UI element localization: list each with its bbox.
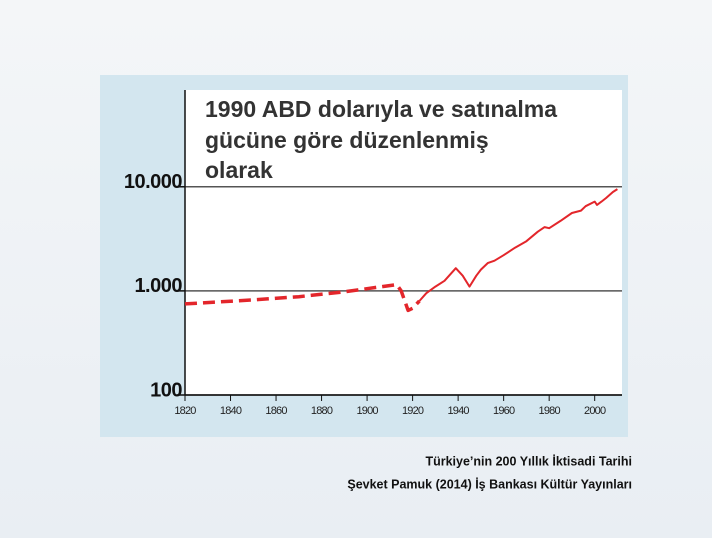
x-tick-label: 1820	[174, 405, 196, 417]
data-line	[418, 188, 618, 302]
x-tick-label: 1900	[356, 405, 378, 417]
caption: Türkiye’nin 200 Yıllık İktisadi Tarihi	[425, 453, 632, 468]
chart-title: olarak	[205, 157, 273, 183]
x-tick-label: 1980	[539, 405, 561, 417]
chart-title: gücüne göre düzenlenmiş	[205, 127, 489, 153]
x-tick-label: 1860	[265, 405, 287, 417]
x-tick-label: 2000	[584, 405, 606, 417]
chart-title: 1990 ABD dolarıyla ve satınalma	[205, 96, 557, 122]
x-tick-label: 1940	[447, 405, 469, 417]
x-tick-label: 1840	[220, 405, 242, 417]
y-tick-label: 100	[150, 379, 182, 401]
plot-area	[185, 90, 622, 395]
x-tick-label: 1960	[493, 405, 515, 417]
x-tick-label: 1880	[311, 405, 333, 417]
x-tick-label: 1920	[402, 405, 424, 417]
data-line	[184, 282, 421, 313]
caption: Şevket Pamuk (2014) İş Bankası Kültür Ya…	[347, 476, 632, 491]
y-tick-label: 10.000	[124, 171, 183, 193]
y-tick-label: 1.000	[134, 275, 182, 297]
